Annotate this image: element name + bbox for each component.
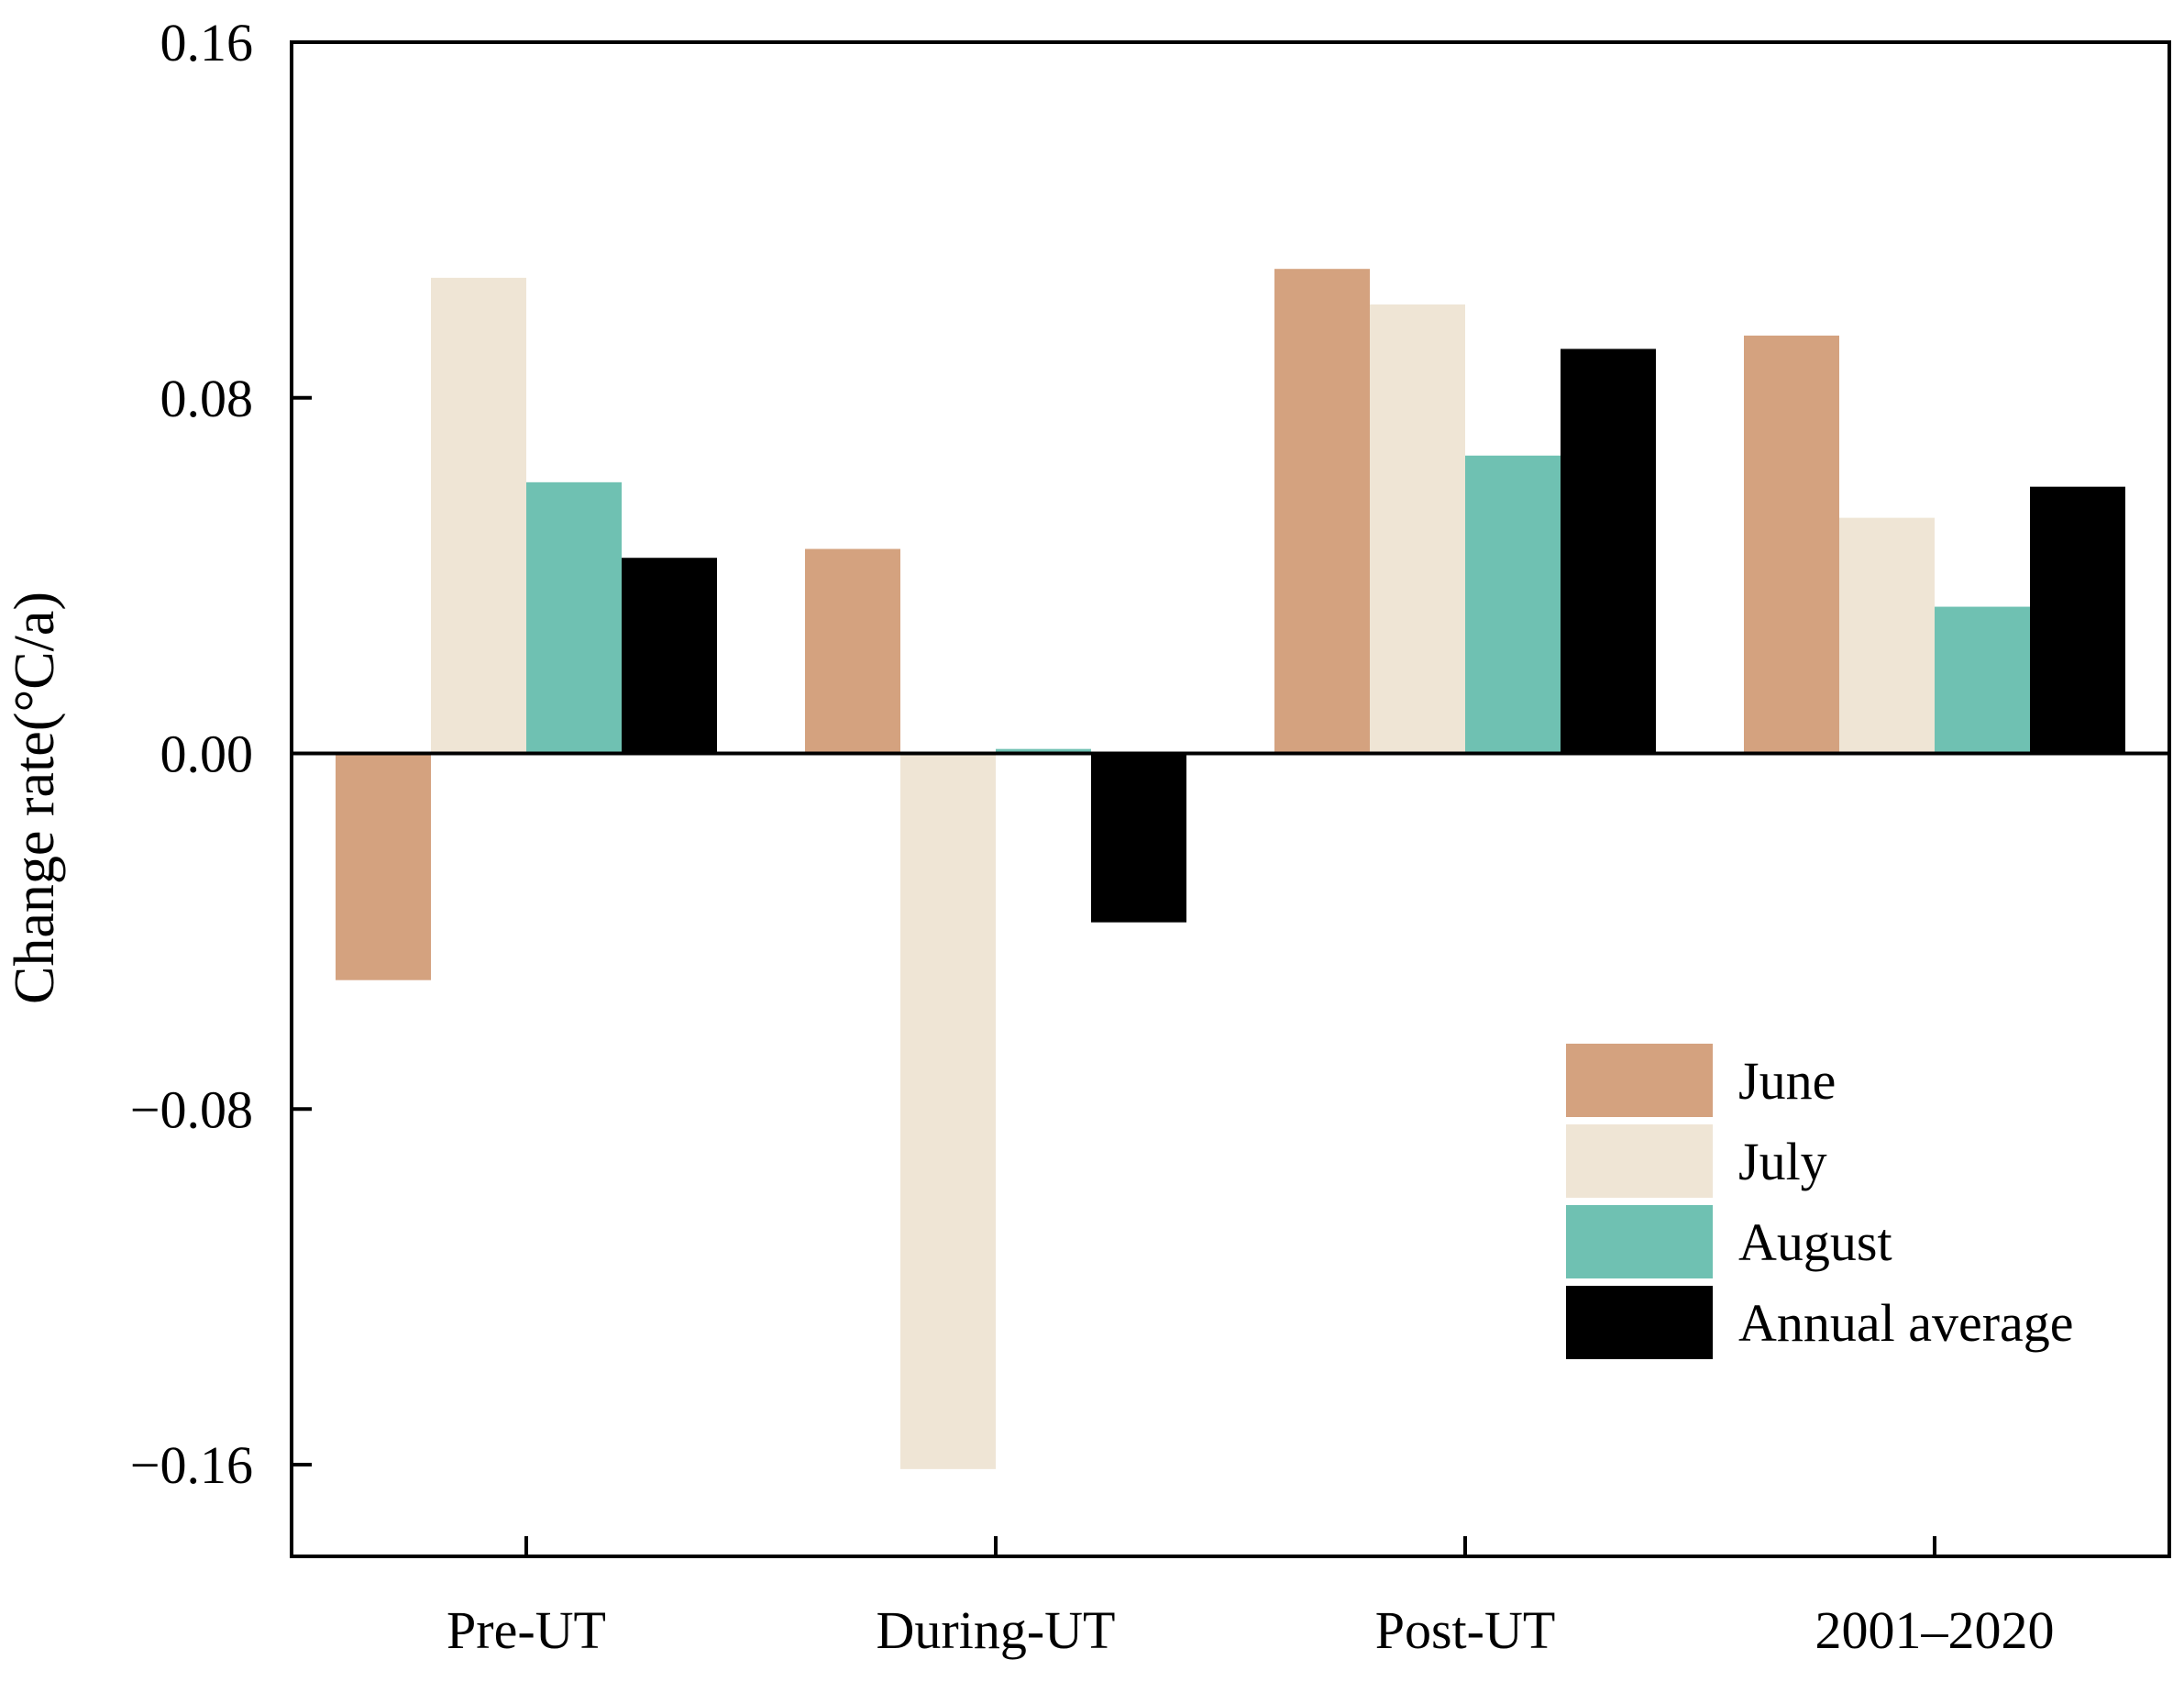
x-tick-label: 2001–2020: [1815, 1600, 2055, 1660]
bar-august-4: [1935, 606, 2030, 754]
legend-label: June: [1738, 1051, 1836, 1111]
bar-july-1: [431, 277, 526, 754]
x-tick-label: Post-UT: [1375, 1600, 1556, 1660]
bar-july-2: [900, 753, 996, 1469]
legend-label: Annual average: [1738, 1293, 2074, 1353]
legend-swatch-june: [1566, 1044, 1713, 1117]
bar-annual-average-4: [2030, 486, 2125, 754]
legend-swatch-august: [1566, 1205, 1713, 1278]
y-tick-label: 0.08: [160, 369, 254, 428]
bar-june-4: [1744, 335, 1839, 754]
legend: June July August Annual average: [1566, 1044, 2074, 1359]
bar-june-1: [336, 753, 431, 980]
bar-annual-average-2: [1091, 753, 1186, 923]
legend-label: August: [1738, 1212, 1892, 1272]
bar-august-1: [526, 481, 622, 754]
y-axis-title: Change rate(°C/a): [4, 592, 66, 1004]
y-tick-label: −0.16: [130, 1435, 253, 1495]
y-tick-label: 0.16: [160, 13, 254, 72]
bar-june-2: [805, 548, 900, 754]
y-tick-label: −0.08: [130, 1079, 253, 1139]
y-tick-label: 0.00: [160, 725, 254, 784]
bar-annual-average-1: [622, 558, 717, 754]
bar-annual-average-3: [1561, 349, 1656, 754]
bar-july-4: [1839, 517, 1935, 754]
plot-frame: [290, 40, 2171, 1558]
bar-july-3: [1370, 304, 1465, 754]
y-axis: 0.16 0.08 0.00 −0.08 −0.16: [130, 13, 312, 1495]
bar-august-3: [1465, 455, 1561, 754]
legend-swatch-july: [1566, 1124, 1713, 1198]
bars-layer: [336, 269, 2125, 1469]
x-tick-label: Pre-UT: [447, 1600, 606, 1660]
legend-swatch-annual-average: [1566, 1286, 1713, 1359]
bar-june-3: [1274, 269, 1370, 754]
x-axis: Pre-UT During-UT Post-UT 2001–2020: [447, 1536, 2055, 1660]
bar-august-2: [996, 748, 1091, 754]
x-tick-label: During-UT: [877, 1600, 1116, 1660]
legend-label: July: [1738, 1132, 1827, 1191]
